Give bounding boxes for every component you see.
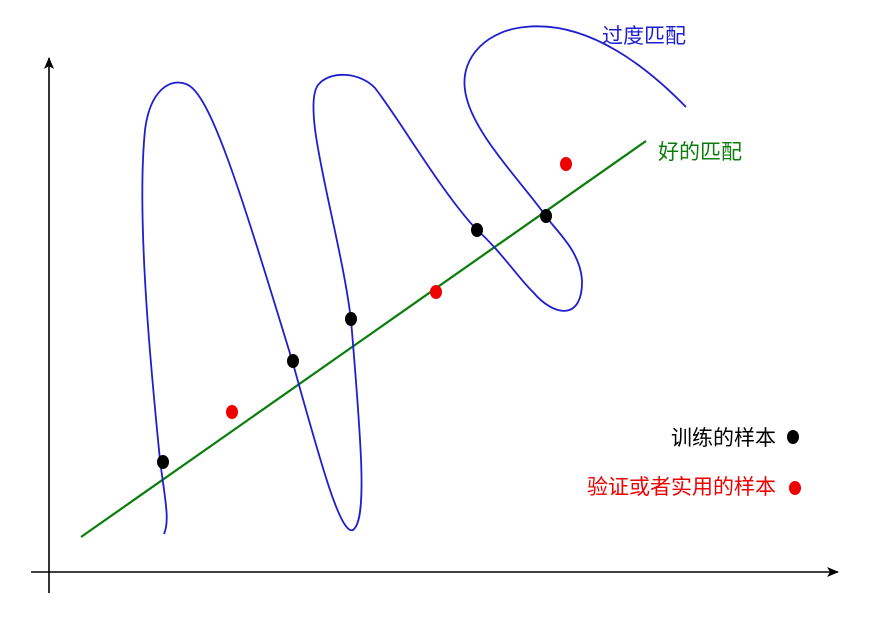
training-point bbox=[471, 223, 483, 237]
training-points bbox=[157, 209, 552, 469]
legend: 训练的样本 验证或者实用的样本 bbox=[587, 426, 801, 499]
legend-validation-marker bbox=[789, 481, 801, 495]
validation-point bbox=[430, 285, 442, 299]
validation-point bbox=[226, 405, 238, 419]
training-point bbox=[345, 312, 357, 326]
overfit-curve bbox=[141, 25, 687, 535]
training-point bbox=[540, 209, 552, 223]
legend-validation-label: 验证或者实用的样本 bbox=[587, 475, 776, 499]
training-point bbox=[287, 354, 299, 368]
good-fit-label: 好的匹配 bbox=[658, 140, 742, 164]
validation-points bbox=[226, 157, 572, 419]
legend-training-label: 训练的样本 bbox=[671, 426, 776, 450]
training-point bbox=[157, 455, 169, 469]
overfit-label: 过度匹配 bbox=[602, 24, 686, 48]
validation-point bbox=[560, 157, 572, 171]
good-fit-line bbox=[80, 140, 647, 538]
legend-training-marker bbox=[787, 430, 799, 444]
